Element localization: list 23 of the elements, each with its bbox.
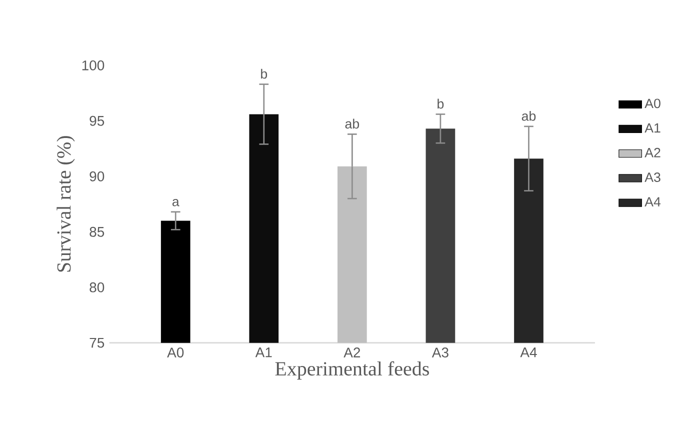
annotation: b bbox=[438, 98, 444, 109]
annotation: ab bbox=[522, 111, 536, 121]
x-axis-title: Experimental feeds bbox=[275, 361, 429, 380]
x-tick-label: A1 bbox=[255, 348, 272, 358]
x-tick-label: A2 bbox=[344, 348, 360, 358]
y-tick-label: 75 bbox=[90, 338, 104, 348]
y-tick-label: 90 bbox=[90, 171, 104, 182]
y-axis-title: Survival rate (%) bbox=[56, 136, 75, 272]
legend-label: A1 bbox=[644, 123, 660, 133]
y-tick-label: 100 bbox=[82, 60, 104, 70]
x-tick-label: A0 bbox=[167, 348, 184, 358]
y-tick-label: 95 bbox=[90, 116, 104, 126]
x-tick-label: A4 bbox=[520, 348, 537, 358]
legend-label: A3 bbox=[644, 172, 660, 182]
x-tick-label: A3 bbox=[432, 348, 448, 358]
legend-label: A0 bbox=[644, 98, 660, 108]
legend-label: A2 bbox=[644, 148, 660, 158]
annotation: b bbox=[261, 68, 268, 79]
y-tick-label: 85 bbox=[90, 226, 104, 237]
y-tick-label: 80 bbox=[90, 282, 104, 292]
annotation: a bbox=[172, 199, 180, 206]
annotation: ab bbox=[345, 118, 360, 129]
legend-label: A4 bbox=[644, 197, 661, 206]
